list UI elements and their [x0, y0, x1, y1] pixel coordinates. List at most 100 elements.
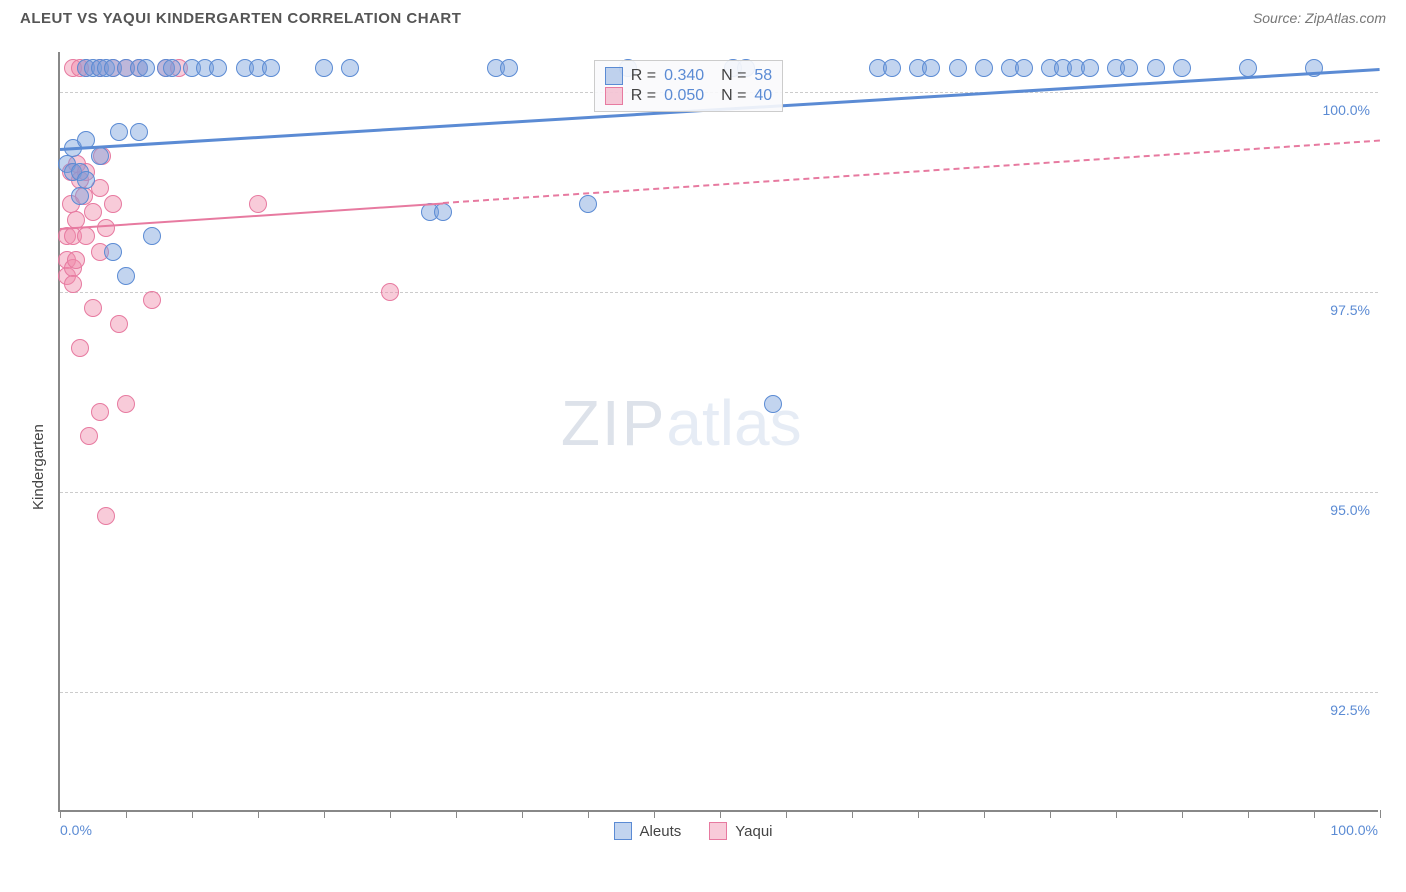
legend-swatch	[709, 822, 727, 840]
title-bar: ALEUT VS YAQUI KINDERGARTEN CORRELATION …	[10, 10, 1396, 31]
data-point	[71, 187, 89, 205]
x-tick	[1380, 810, 1381, 818]
data-point	[67, 251, 85, 269]
data-point	[80, 427, 98, 445]
data-point	[84, 203, 102, 221]
stats-n-label: N =	[712, 67, 746, 85]
x-tick	[918, 810, 919, 818]
data-point	[91, 147, 109, 165]
legend-item: Aleuts	[614, 822, 682, 840]
chart-title: ALEUT VS YAQUI KINDERGARTEN CORRELATION …	[20, 10, 461, 27]
y-tick-label: 100.0%	[1321, 102, 1372, 118]
x-tick	[258, 810, 259, 818]
watermark-atlas: atlas	[666, 387, 801, 459]
data-point	[97, 507, 115, 525]
data-point	[883, 59, 901, 77]
trend-line	[443, 140, 1380, 204]
x-tick	[1050, 810, 1051, 818]
stats-n-value: 58	[754, 67, 772, 85]
data-point	[77, 171, 95, 189]
data-point	[764, 395, 782, 413]
data-point	[1120, 59, 1138, 77]
stats-r-label: R =	[631, 87, 656, 105]
stats-r-value: 0.050	[664, 87, 704, 105]
legend-item: Yaqui	[709, 822, 772, 840]
stats-r-value: 0.340	[664, 67, 704, 85]
gridline	[60, 492, 1378, 493]
data-point	[209, 59, 227, 77]
x-tick	[324, 810, 325, 818]
data-point	[110, 123, 128, 141]
data-point	[262, 59, 280, 77]
x-tick	[60, 810, 61, 818]
gridline	[60, 692, 1378, 693]
data-point	[71, 339, 89, 357]
data-point	[117, 395, 135, 413]
data-point	[1239, 59, 1257, 77]
data-point	[77, 227, 95, 245]
correlation-chart: ALEUT VS YAQUI KINDERGARTEN CORRELATION …	[10, 10, 1396, 882]
x-tick	[786, 810, 787, 818]
y-tick-label: 92.5%	[1328, 702, 1372, 718]
x-tick	[126, 810, 127, 818]
x-tick	[390, 810, 391, 818]
chart-source: Source: ZipAtlas.com	[1253, 10, 1386, 26]
data-point	[949, 59, 967, 77]
data-point	[130, 123, 148, 141]
data-point	[579, 195, 597, 213]
data-point	[64, 275, 82, 293]
x-tick	[984, 810, 985, 818]
stats-box: R = 0.340 N = 58R = 0.050 N = 40	[594, 60, 783, 112]
data-point	[500, 59, 518, 77]
x-tick	[588, 810, 589, 818]
data-point	[91, 403, 109, 421]
data-point	[143, 291, 161, 309]
x-tick	[522, 810, 523, 818]
data-point	[1081, 59, 1099, 77]
legend-label: Yaqui	[735, 823, 772, 840]
x-tick	[456, 810, 457, 818]
data-point	[110, 315, 128, 333]
data-point	[97, 219, 115, 237]
data-point	[117, 267, 135, 285]
y-axis-label: Kindergarten	[30, 424, 47, 510]
x-tick-label: 0.0%	[60, 822, 92, 838]
data-point	[84, 299, 102, 317]
data-point	[1147, 59, 1165, 77]
x-tick	[1248, 810, 1249, 818]
stats-r-label: R =	[631, 67, 656, 85]
data-point	[315, 59, 333, 77]
legend: Aleuts Yaqui	[614, 822, 773, 840]
stats-swatch	[605, 87, 623, 105]
x-tick	[1116, 810, 1117, 818]
stats-row: R = 0.050 N = 40	[605, 87, 772, 105]
x-tick	[1182, 810, 1183, 818]
data-point	[104, 243, 122, 261]
stats-n-value: 40	[754, 87, 772, 105]
data-point	[163, 59, 181, 77]
data-point	[1015, 59, 1033, 77]
data-point	[975, 59, 993, 77]
data-point	[137, 59, 155, 77]
legend-label: Aleuts	[640, 823, 682, 840]
data-point	[434, 203, 452, 221]
plot-area: ZIPatlas 100.0%97.5%95.0%92.5%0.0%100.0%…	[58, 52, 1378, 812]
data-point	[104, 195, 122, 213]
x-tick	[654, 810, 655, 818]
data-point	[143, 227, 161, 245]
legend-swatch	[614, 822, 632, 840]
data-point	[922, 59, 940, 77]
x-tick	[1314, 810, 1315, 818]
y-tick-label: 95.0%	[1328, 502, 1372, 518]
y-tick-label: 97.5%	[1328, 302, 1372, 318]
data-point	[249, 195, 267, 213]
stats-n-label: N =	[712, 87, 746, 105]
watermark-zip: ZIP	[561, 387, 667, 459]
watermark: ZIPatlas	[561, 386, 802, 460]
x-tick	[852, 810, 853, 818]
data-point	[381, 283, 399, 301]
data-point	[1173, 59, 1191, 77]
x-tick	[720, 810, 721, 818]
stats-row: R = 0.340 N = 58	[605, 67, 772, 85]
data-point	[341, 59, 359, 77]
